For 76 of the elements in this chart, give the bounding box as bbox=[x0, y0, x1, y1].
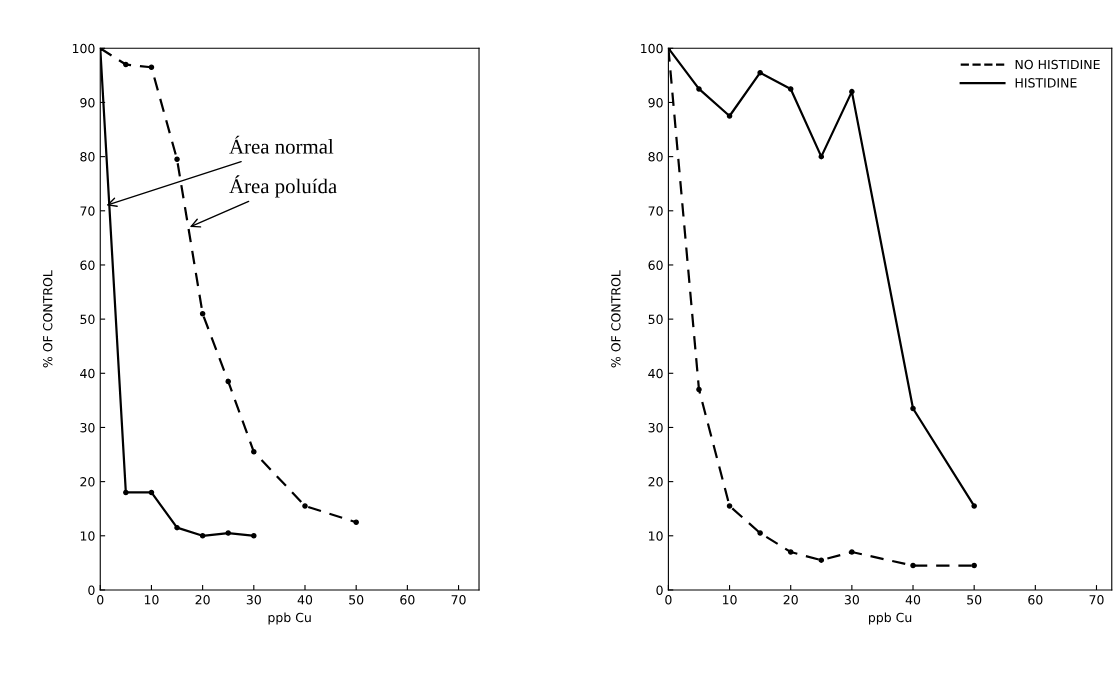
point bbox=[148, 64, 155, 71]
x-tick-label: 40 bbox=[905, 595, 921, 605]
x-tick-label: 60 bbox=[1028, 595, 1043, 605]
point bbox=[757, 530, 763, 536]
x-tick-label: 20 bbox=[195, 595, 210, 605]
y-tick-label: 30 bbox=[648, 422, 663, 433]
x-tick-label: 0 bbox=[665, 595, 672, 605]
point bbox=[225, 378, 231, 385]
point bbox=[757, 69, 763, 76]
y-axis-title: % OF CONTROL bbox=[611, 270, 621, 368]
annotation: Área normal bbox=[229, 135, 334, 154]
x-tick-label: 30 bbox=[246, 595, 261, 605]
x-tick-label: 60 bbox=[400, 595, 415, 605]
point bbox=[199, 533, 206, 539]
point bbox=[849, 88, 855, 95]
y-tick-label: 100 bbox=[641, 43, 663, 54]
legend-label: NO HISTIDINE bbox=[1015, 59, 1100, 70]
y-tick-label: 20 bbox=[80, 477, 95, 487]
y-axis-title: % OF CONTROL bbox=[43, 270, 53, 368]
y-tick-label: 90 bbox=[648, 97, 663, 108]
x-tick-label: 40 bbox=[297, 595, 313, 605]
point bbox=[174, 524, 180, 531]
y-tick-label: 10 bbox=[649, 531, 663, 541]
x-tick-label: 10 bbox=[144, 595, 159, 605]
y-tick-label: 10 bbox=[80, 531, 95, 541]
y-tick-label: 80 bbox=[80, 152, 95, 162]
point bbox=[787, 86, 794, 92]
point bbox=[148, 489, 155, 496]
point bbox=[696, 86, 702, 92]
y-tick-label: 50 bbox=[648, 314, 663, 325]
y-tick-label: 80 bbox=[648, 152, 663, 162]
x-tick-label: 0 bbox=[97, 595, 104, 605]
y-tick-label: 50 bbox=[80, 314, 95, 325]
y-tick-label: 0 bbox=[88, 585, 95, 595]
x-tick-label: 50 bbox=[967, 595, 982, 605]
point bbox=[971, 562, 977, 569]
point bbox=[910, 562, 916, 569]
point bbox=[174, 156, 180, 163]
x-tick-label: 70 bbox=[1089, 595, 1104, 605]
y-tick-label: 70 bbox=[648, 206, 663, 216]
point bbox=[910, 405, 916, 412]
x-tick-label: 70 bbox=[451, 595, 466, 605]
y-tick-label: 0 bbox=[656, 585, 663, 595]
x-tick-label: 50 bbox=[349, 595, 364, 605]
x-axis-title: ppb Cu bbox=[869, 612, 912, 625]
y-tick-label: 60 bbox=[80, 260, 95, 270]
y-tick-label: 70 bbox=[80, 206, 95, 216]
point bbox=[123, 61, 129, 68]
y-tick-label: 100 bbox=[72, 43, 95, 54]
y-tick-label: 40 bbox=[648, 368, 663, 379]
point bbox=[787, 549, 794, 555]
x-tick-label: 10 bbox=[722, 595, 737, 605]
point bbox=[251, 449, 257, 455]
point bbox=[818, 153, 825, 160]
point bbox=[225, 530, 231, 536]
point bbox=[726, 503, 733, 509]
point bbox=[302, 503, 308, 509]
point bbox=[123, 489, 129, 496]
legend-label: HISTIDINE bbox=[1015, 78, 1077, 88]
point bbox=[726, 113, 733, 119]
point bbox=[696, 386, 702, 393]
annotation: Área poluída bbox=[229, 175, 337, 198]
x-tick-label: 20 bbox=[783, 595, 798, 605]
x-tick-label: 30 bbox=[844, 595, 859, 605]
y-tick-label: 40 bbox=[80, 368, 95, 379]
y-tick-label: 90 bbox=[80, 97, 95, 108]
point bbox=[251, 533, 257, 539]
x-axis-title: ppb Cu bbox=[268, 612, 311, 625]
y-tick-label: 20 bbox=[648, 477, 663, 487]
point bbox=[971, 503, 977, 509]
point bbox=[199, 310, 206, 317]
point bbox=[849, 549, 855, 555]
point bbox=[353, 519, 359, 526]
y-tick-label: 60 bbox=[648, 260, 663, 270]
y-tick-label: 30 bbox=[80, 422, 95, 433]
point bbox=[818, 557, 825, 563]
